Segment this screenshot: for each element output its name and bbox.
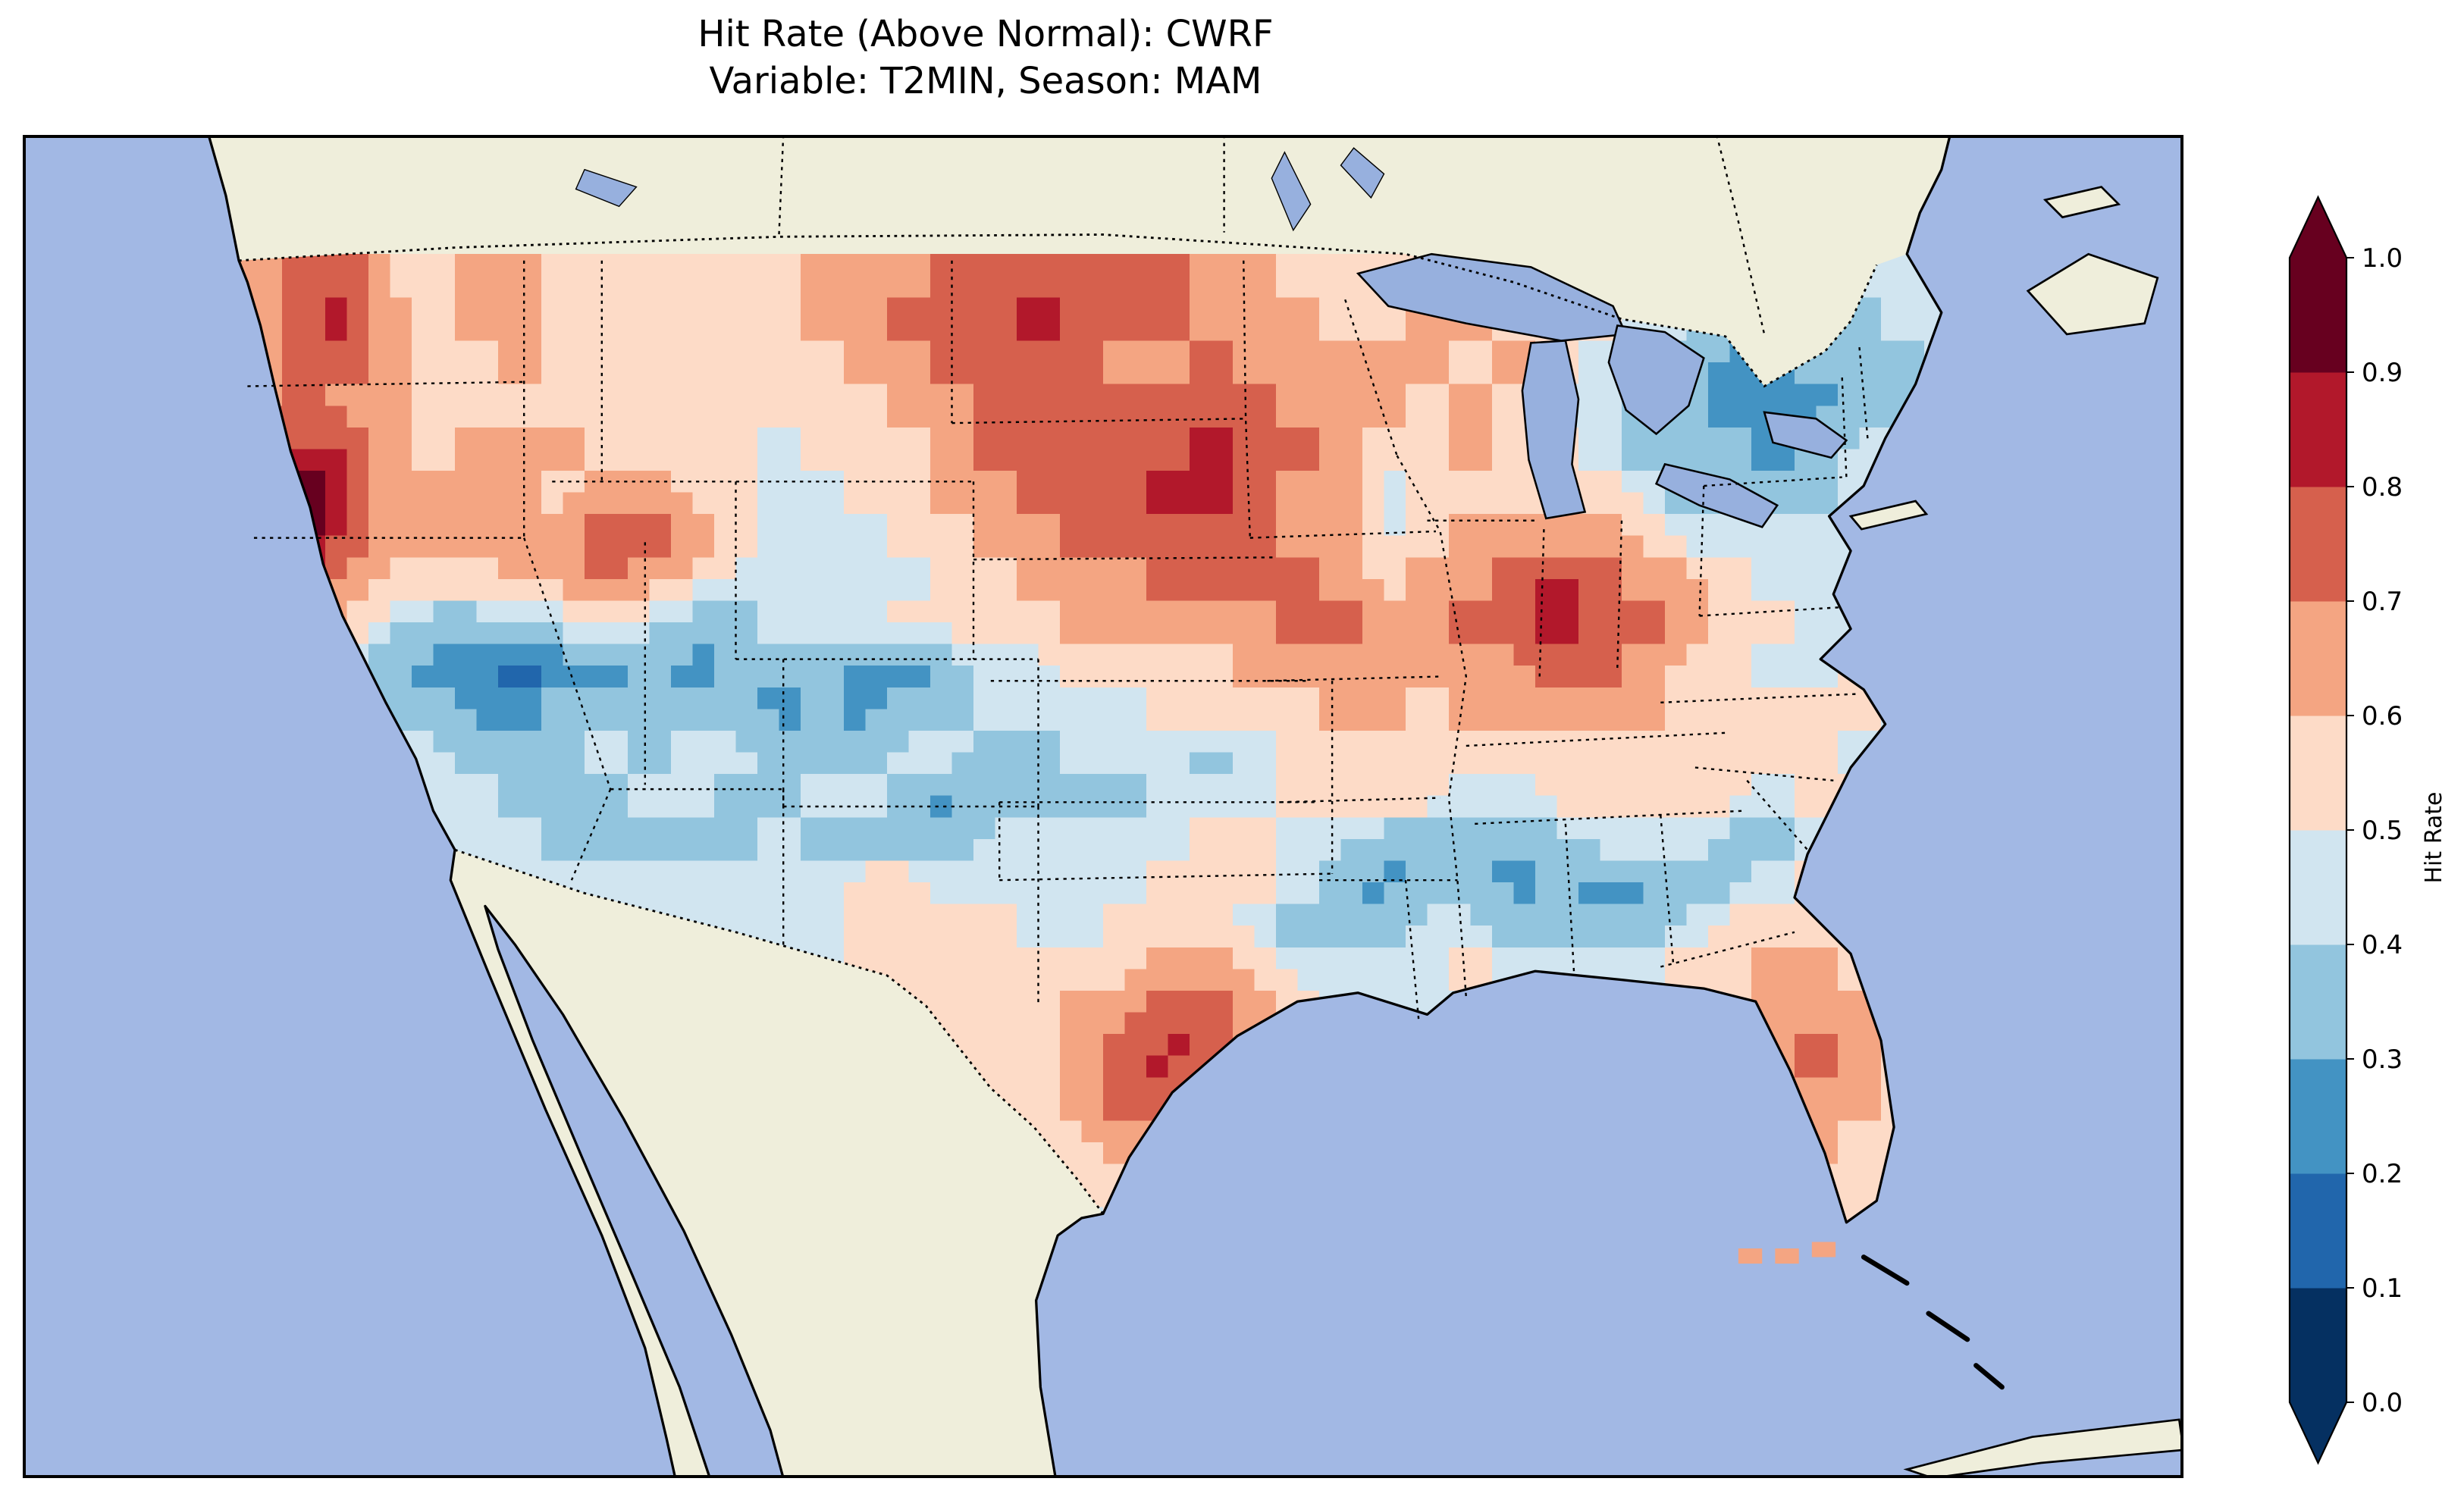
colorbar-extend-under — [2290, 1402, 2346, 1463]
great-lakes — [575, 147, 1848, 528]
colorbar-ticks: 0.0 0.1 0.2 0.3 0.4 0.5 0.6 0.7 0.8 0.9 1.0 — [2346, 243, 2403, 1418]
colorbar-tick-label: 0.8 — [2362, 472, 2403, 503]
colorbar-tick-label: 0.6 — [2362, 701, 2403, 731]
colorbar-tick-label: 1.0 — [2362, 243, 2403, 274]
colorbar-tick-label: 0.9 — [2362, 358, 2403, 388]
colorbar-tick-label: 0.4 — [2362, 930, 2403, 960]
colorbar-tick-label: 0.7 — [2362, 587, 2403, 617]
coastline-layer — [207, 135, 1951, 1478]
map-frame — [23, 135, 2183, 1478]
colorbar-bands — [2290, 197, 2346, 1463]
colorbar: Hit Rate 0.0 0.1 0.2 0.3 0.4 0.5 0.6 0.7 0.8 0.9 1… — [2288, 195, 2447, 1465]
colorbar-tick-label: 0.5 — [2362, 816, 2403, 846]
stray-cells-layer — [1738, 1242, 1836, 1264]
colorbar-extend-over — [2290, 197, 2346, 258]
us-hit-rate-heatmap — [23, 135, 2183, 1478]
state-borders-layer — [238, 135, 1878, 1215]
colorbar-tick-label: 0.0 — [2362, 1388, 2403, 1418]
colorbar-label: Hit Rate — [2421, 792, 2447, 884]
chart-title: Hit Rate (Above Normal): CWRF — [698, 13, 1274, 55]
islands-layer — [1848, 186, 2183, 1478]
colorbar-tick-label: 0.3 — [2362, 1045, 2403, 1075]
colorbar-tick-label: 0.2 — [2362, 1159, 2403, 1189]
colorbar-tick-label: 0.1 — [2362, 1273, 2403, 1304]
chart-subtitle: Variable: T2MIN, Season: MAM — [709, 60, 1262, 102]
